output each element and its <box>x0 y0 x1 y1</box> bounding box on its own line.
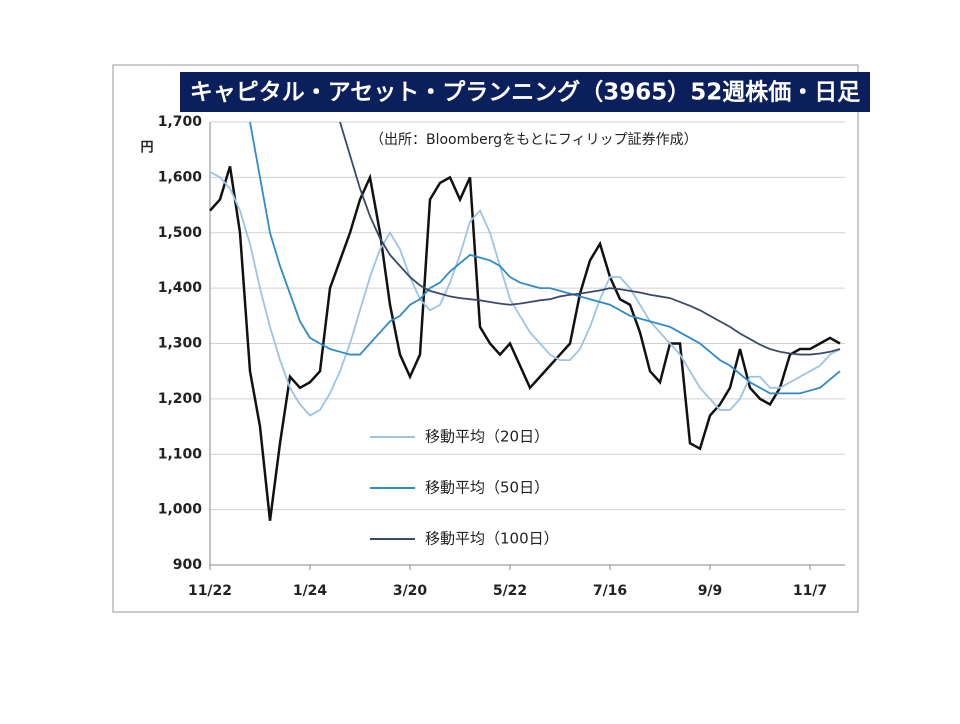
x-tick-label: 1/24 <box>293 583 328 599</box>
legend-label: 移動平均（50日） <box>425 479 549 497</box>
source-note: （出所：Bloombergをもとにフィリップ証券作成） <box>370 132 698 148</box>
y-tick-label: 1,300 <box>158 336 203 352</box>
y-tick-label: 900 <box>173 557 202 573</box>
y-tick-label: 1,500 <box>158 225 203 241</box>
x-tick-label: 11/7 <box>793 583 827 599</box>
x-tick-label: 11/22 <box>188 583 232 599</box>
y-tick-label: 1,200 <box>158 391 203 407</box>
x-tick-label: 5/22 <box>493 583 527 599</box>
title-box <box>180 72 870 112</box>
y-unit: 円 <box>140 141 153 156</box>
series-line <box>339 121 841 356</box>
legend-label: 移動平均（100日） <box>425 530 559 548</box>
y-tick-label: 1,400 <box>158 280 203 296</box>
x-tick-label: 3/20 <box>393 583 428 599</box>
legend-label: 移動平均（20日） <box>425 428 549 446</box>
series-line <box>249 121 841 395</box>
y-tick-label: 1,600 <box>158 169 203 185</box>
y-tick-label: 1,100 <box>158 446 203 462</box>
y-tick-label: 1,000 <box>158 502 203 518</box>
x-tick-label: 9/9 <box>698 583 723 599</box>
y-tick-label: 1,700 <box>158 114 203 130</box>
chart-title: キャピタル・アセット・プランニング（3965）52週株価・日足 <box>190 79 861 106</box>
x-tick-label: 7/16 <box>593 583 627 599</box>
series-line <box>209 165 841 521</box>
series-line <box>209 171 841 417</box>
chart-frame <box>112 64 859 613</box>
